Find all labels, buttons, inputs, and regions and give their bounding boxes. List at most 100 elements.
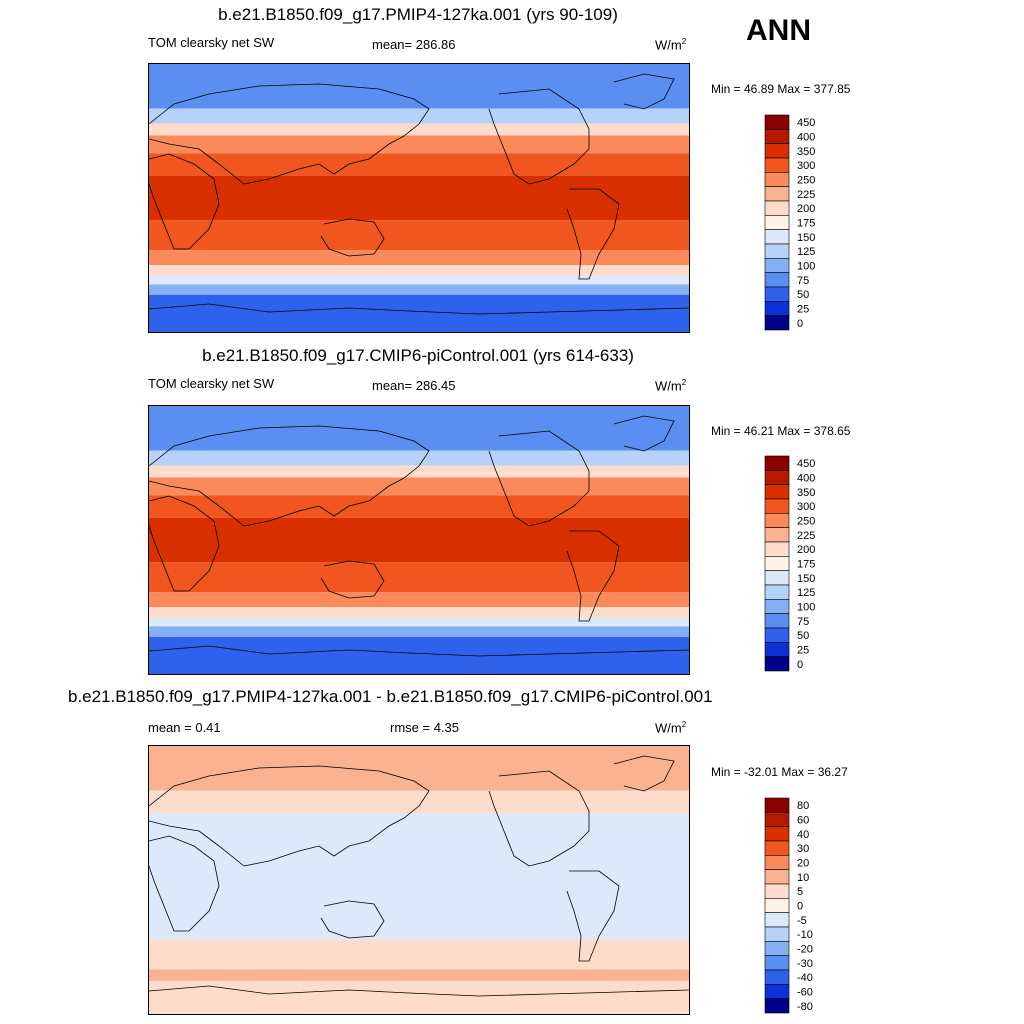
panel-1-colorbar-label-1: 400 bbox=[797, 132, 815, 144]
panel-3-colorbar-label-9: -10 bbox=[797, 929, 813, 941]
panel-1-colorbar-box-7 bbox=[764, 215, 790, 230]
panel-2-mean: mean= 286.45 bbox=[372, 378, 456, 393]
panel-1-band-9 bbox=[149, 275, 689, 285]
panel-1-colorbar-box-4 bbox=[764, 172, 790, 187]
panel-2-colorbar-box-11 bbox=[764, 613, 790, 629]
panel-3-colorbar-box-12 bbox=[764, 969, 790, 985]
panel-1-colorbar-label-7: 175 bbox=[797, 218, 815, 230]
panel-1-band-7 bbox=[149, 250, 689, 265]
panel-2-variable-label: TOM clearsky net SW bbox=[148, 376, 275, 391]
panel-2-band-0 bbox=[149, 406, 689, 451]
panel-2-colorbar-label-3: 300 bbox=[797, 501, 815, 513]
panel-1-colorbar-box-11 bbox=[764, 272, 790, 288]
panel-3-units: W/m2 bbox=[655, 720, 687, 736]
panel-2-coastline-2 bbox=[320, 560, 385, 599]
panel-3-coastline-1 bbox=[149, 835, 220, 932]
panel-3-colorbar-box-10 bbox=[764, 941, 790, 956]
panel-2-colorbar-box-12 bbox=[764, 627, 790, 643]
panel-2-colorbar-box-6 bbox=[764, 541, 790, 557]
panel-2-band-5 bbox=[149, 517, 689, 563]
panel-3-band-6 bbox=[149, 981, 689, 1014]
panel-2-band-9 bbox=[149, 617, 689, 627]
panel-2-colorbar-box-10 bbox=[764, 599, 790, 614]
panel-3-band-5 bbox=[149, 969, 689, 982]
panel-1-colorbar-box-2 bbox=[764, 143, 790, 159]
panel-3-min-max: Min = -32.01 Max = 36.27 bbox=[711, 765, 848, 779]
panel-1-colorbar-label-9: 125 bbox=[797, 246, 815, 258]
panel-3-colorbar-label-3: 30 bbox=[797, 843, 809, 855]
panel-3-band-1 bbox=[149, 790, 689, 813]
panel-1-colorbar-label-0: 450 bbox=[797, 117, 815, 129]
panel-1-colorbar-label-14: 0 bbox=[797, 318, 803, 330]
panel-1-band-1 bbox=[149, 108, 689, 124]
panel-3-colorbar-box-0 bbox=[764, 797, 790, 813]
panel-1-colorbar-box-3 bbox=[764, 157, 790, 173]
panel-3-colorbar: 80 60 40 30 20 10 5 0 -5 -10 -20 -30 -40 -60 -80 bbox=[764, 797, 813, 1014]
panel-3-colorbar-label-12: -40 bbox=[797, 972, 813, 984]
panel-2-colorbar-label-10: 100 bbox=[797, 602, 815, 614]
panel-1-colorbar-label-5: 225 bbox=[797, 189, 815, 201]
panel-3-band-4 bbox=[149, 939, 689, 970]
panel-3-colorbar-box-1 bbox=[764, 812, 790, 827]
panel-3-colorbar-box-13 bbox=[764, 984, 790, 999]
panel-2-colorbar-label-14: 0 bbox=[797, 659, 803, 671]
panel-2-coastline-1 bbox=[149, 495, 220, 592]
panel-3-colorbar-box-2 bbox=[764, 826, 790, 842]
panel-1-min-max: Min = 46.89 Max = 377.85 bbox=[711, 82, 851, 96]
panel-1-band-5 bbox=[149, 175, 689, 221]
panel-3-map bbox=[148, 745, 690, 1015]
panel-1-band-2 bbox=[149, 123, 689, 136]
panel-2-colorbar-label-13: 25 bbox=[797, 645, 809, 657]
panel-2-colorbar-box-5 bbox=[764, 527, 790, 543]
panel-2-colorbar-label-9: 125 bbox=[797, 587, 815, 599]
panel-3-band-0 bbox=[149, 746, 689, 791]
panel-1-variable-label: TOM clearsky net SW bbox=[148, 35, 275, 50]
panel-1-coastline-4 bbox=[566, 188, 620, 280]
panel-2-band-6 bbox=[149, 562, 689, 593]
panel-3-colorbar-box-5 bbox=[764, 869, 790, 885]
panel-1-band-6 bbox=[149, 220, 689, 251]
panel-1-colorbar-box-10 bbox=[764, 258, 790, 273]
panel-2-band-11 bbox=[149, 636, 689, 674]
panel-2-colorbar-label-5: 225 bbox=[797, 530, 815, 542]
panel-3-colorbar-box-9 bbox=[764, 926, 790, 942]
panel-1-colorbar-box-6 bbox=[764, 200, 790, 216]
panel-2-band-2 bbox=[149, 465, 689, 478]
panel-2-colorbar-box-4 bbox=[764, 513, 790, 528]
panel-1-colorbar-box-14 bbox=[764, 315, 790, 331]
panel-3-colorbar-label-14: -80 bbox=[797, 1001, 813, 1013]
panel-1-band-3 bbox=[149, 135, 689, 154]
panel-2-map bbox=[148, 405, 690, 675]
panel-1-map bbox=[148, 63, 690, 333]
panel-2-colorbar-box-13 bbox=[764, 642, 790, 657]
panel-2-coastline-4 bbox=[566, 530, 620, 622]
panel-3-colorbar-box-7 bbox=[764, 898, 790, 913]
panel-2-colorbar: 450 400 350 300 250 225 200 175 150 125 100 75 50 25 0 bbox=[764, 455, 815, 672]
panel-1-coastline-0 bbox=[149, 83, 430, 185]
panel-1-colorbar-label-8: 150 bbox=[797, 232, 815, 244]
panel-1-colorbar-label-13: 25 bbox=[797, 304, 809, 316]
panel-3-colorbar-box-3 bbox=[764, 840, 790, 856]
panel-1-colorbar-label-2: 350 bbox=[797, 146, 815, 158]
panel-3-colorbar-box-4 bbox=[764, 855, 790, 870]
panel-3-mean: mean = 0.41 bbox=[148, 720, 221, 735]
panel-3-colorbar-label-5: 10 bbox=[797, 872, 809, 884]
panel-2-coastline-0 bbox=[149, 425, 430, 527]
panel-2-band-4 bbox=[149, 495, 689, 518]
panel-1-coastline-6 bbox=[149, 303, 689, 315]
panel-2-band-8 bbox=[149, 607, 689, 618]
panel-2-colorbar-box-1 bbox=[764, 470, 790, 485]
panel-2-colorbar-box-9 bbox=[764, 584, 790, 600]
panel-1-colorbar-box-13 bbox=[764, 301, 790, 316]
panel-2-colorbar-label-4: 250 bbox=[797, 516, 815, 528]
panel-3-title: b.e21.B1850.f09_g17.PMIP4-127ka.001 - b.… bbox=[68, 687, 713, 706]
panel-3-band-3 bbox=[149, 827, 689, 940]
panel-1-colorbar-label-4: 250 bbox=[797, 175, 815, 187]
panel-1-coastline-1 bbox=[149, 153, 220, 250]
panel-2-colorbar-box-8 bbox=[764, 570, 790, 586]
panel-2-colorbar-label-8: 150 bbox=[797, 573, 815, 585]
panel-3-coastline-3 bbox=[488, 770, 590, 867]
panel-1-title: b.e21.B1850.f09_g17.PMIP4-127ka.001 (yrs… bbox=[218, 5, 618, 24]
panel-3-rmse: rmse = 4.35 bbox=[390, 720, 460, 735]
panel-3-colorbar-label-10: -20 bbox=[797, 944, 813, 956]
